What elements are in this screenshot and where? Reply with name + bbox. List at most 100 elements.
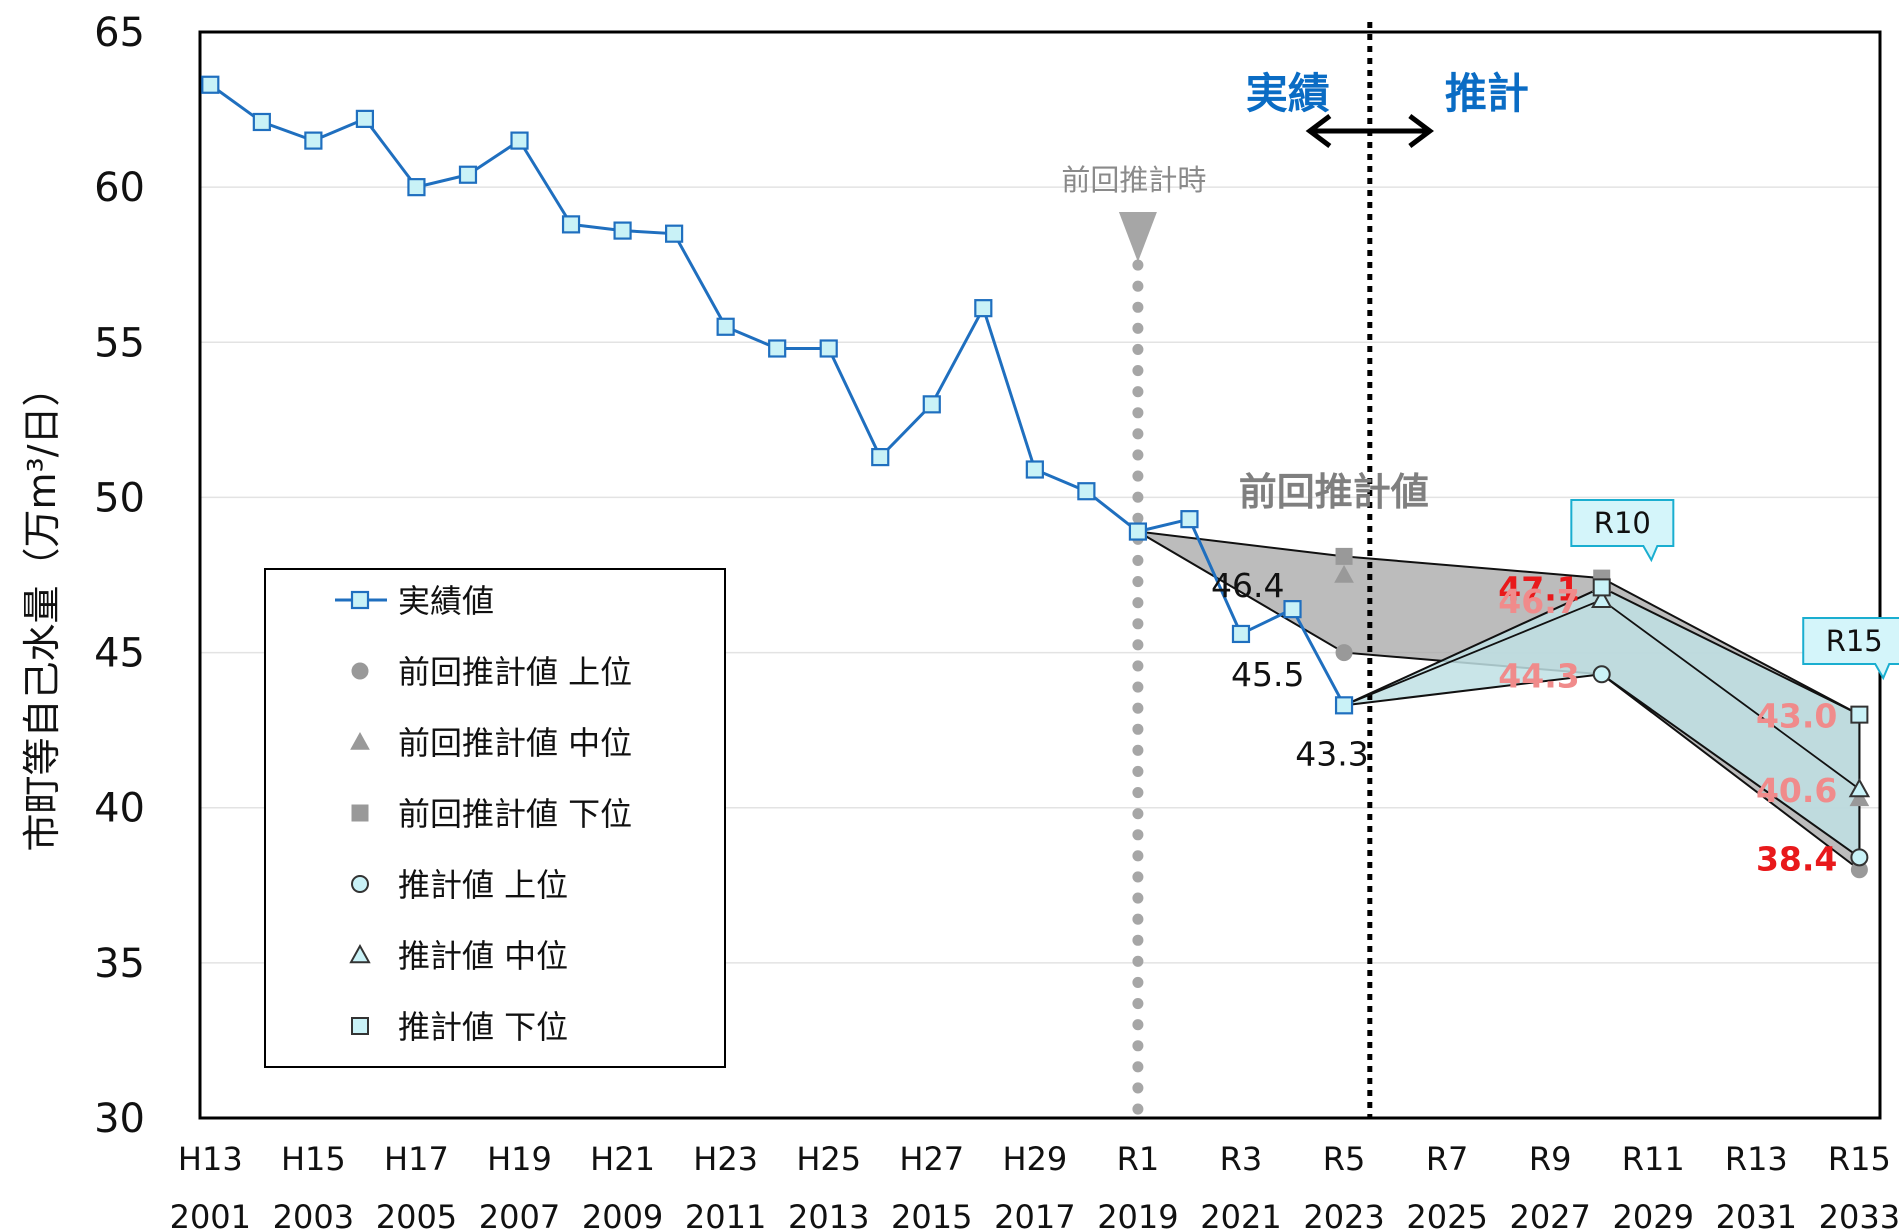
- point-s0-2013: [819, 339, 838, 358]
- callout-r10-box: [1570, 499, 1675, 563]
- point-s0-2006: [458, 165, 478, 184]
- point-s0-2005: [407, 178, 426, 197]
- value-label-1: 45.5: [1231, 655, 1304, 694]
- x-tick-label-R1: R1: [1117, 1140, 1160, 1178]
- point-s0-2012: [768, 339, 787, 358]
- x-tick-label-2017: 2017: [994, 1198, 1075, 1229]
- value-label-7: 40.6: [1756, 771, 1837, 810]
- x-tick-label-H25: H25: [796, 1140, 861, 1178]
- point-s4-2033: [1850, 848, 1869, 867]
- point-s0-2017: [1025, 460, 1044, 479]
- legend-box: [264, 568, 726, 1068]
- point-s0-2020: [1180, 510, 1199, 529]
- x-tick-label-2001: 2001: [170, 1198, 251, 1229]
- point-s0-2023: [1334, 696, 1354, 715]
- y-tick-label-55: 55: [94, 320, 145, 366]
- value-label-3: 47.1: [1498, 569, 1579, 608]
- y-tick-label-35: 35: [94, 941, 145, 987]
- point-s0-2008: [561, 215, 581, 234]
- x-tick-label-2031: 2031: [1716, 1198, 1797, 1229]
- x-tick-label-2003: 2003: [273, 1198, 354, 1229]
- value-label-2: 43.3: [1295, 734, 1368, 773]
- x-tick-label-H17: H17: [384, 1140, 449, 1178]
- legend-label-3: 前回推計値 下位: [398, 795, 632, 833]
- y-axis-label: 市町等自己水量（万m³/日）: [20, 368, 64, 851]
- x-tick-label-2009: 2009: [582, 1198, 663, 1229]
- x-tick-label-R3: R3: [1220, 1140, 1263, 1178]
- x-tick-label-H13: H13: [178, 1140, 243, 1178]
- value-label-4: 46.7: [1498, 582, 1579, 621]
- legend-label-6: 推計値 下位: [398, 1008, 568, 1046]
- previous-estimate-label: 前回推計値: [1239, 470, 1429, 514]
- double-arrow-left-head: [1305, 114, 1332, 148]
- value-label-0: 46.4: [1211, 566, 1284, 605]
- point-s2-2023: [1334, 564, 1354, 583]
- point-s2-2033: [1849, 788, 1870, 807]
- legend-marker-0: [350, 590, 370, 610]
- x-tick-label-2005: 2005: [376, 1198, 457, 1229]
- point-s0-2003: [304, 131, 323, 150]
- point-s0-2015: [922, 395, 941, 414]
- y-tick-label-65: 65: [94, 10, 145, 56]
- point-s0-2011: [716, 317, 735, 336]
- point-s0-2014: [871, 447, 890, 467]
- point-s0-2004: [355, 109, 375, 128]
- point-s6-2028: [1592, 578, 1611, 597]
- x-tick-label-R11: R11: [1622, 1140, 1685, 1178]
- point-s4-2028: [1592, 665, 1611, 684]
- point-s0-2001: [201, 75, 220, 94]
- legend-label-0: 実績値: [398, 582, 494, 620]
- value-labels: 46.4 45.5 43.3 47.146.7 44.3 43.0 40.6 38.4: [1211, 566, 1837, 878]
- legend-marker-3: [351, 804, 369, 822]
- legend-label-2: 前回推計値 中位: [398, 724, 632, 762]
- x-tick-label-R9: R9: [1529, 1140, 1572, 1178]
- value-label-5: 44.3: [1498, 656, 1579, 695]
- point-s0-2007: [510, 131, 529, 150]
- legend-marker-2: [350, 731, 370, 750]
- x-axis-ticks: H13 2001 H15 2003 H17 2005 H19 2007 H21 2009 H23 20…: [170, 1140, 1899, 1229]
- point-s3-2023: [1335, 547, 1353, 565]
- previous-estimate-time-marker: [1118, 212, 1157, 262]
- double-arrow-right-head: [1408, 114, 1434, 148]
- callout-r15-box: [1802, 617, 1899, 681]
- x-tick-label-2015: 2015: [891, 1198, 972, 1229]
- point-s0-2019: [1128, 522, 1148, 541]
- x-tick-label-2025: 2025: [1406, 1198, 1487, 1229]
- callout-r10-text: R10: [1594, 506, 1651, 540]
- value-label-8: 38.4: [1756, 839, 1837, 878]
- point-s1-2023: [1335, 644, 1353, 662]
- point-s0-2010: [665, 224, 684, 243]
- x-tick-label-2033: 2033: [1819, 1198, 1899, 1229]
- x-tick-label-H23: H23: [693, 1140, 758, 1178]
- point-s0-2022: [1283, 600, 1302, 619]
- previous-estimate-time-label: 前回推計時: [1061, 163, 1206, 197]
- plot-frame: [198, 30, 1882, 1120]
- x-tick-label-2023: 2023: [1303, 1198, 1384, 1229]
- point-s6-2033: [1850, 705, 1869, 724]
- y-tick-label-60: 60: [94, 165, 145, 211]
- point-s5-2028: [1591, 588, 1613, 609]
- point-s5-2033: [1848, 778, 1871, 798]
- x-tick-label-2021: 2021: [1200, 1198, 1281, 1229]
- x-tick-label-H15: H15: [281, 1140, 346, 1178]
- legend-label-4: 推計値 上位: [398, 866, 568, 904]
- legend-marker-4: [351, 875, 369, 893]
- point-s0-2021: [1231, 624, 1251, 644]
- y-tick-label-50: 50: [94, 475, 145, 521]
- point-s0-2018: [1077, 482, 1096, 501]
- actual-label: 実績: [1246, 69, 1330, 118]
- forecast-label: 推計: [1445, 69, 1529, 118]
- x-tick-label-2029: 2029: [1613, 1198, 1694, 1229]
- x-tick-label-H21: H21: [590, 1140, 655, 1178]
- x-tick-label-R7: R7: [1426, 1140, 1469, 1178]
- y-tick-label-45: 45: [94, 631, 145, 677]
- point-s0-2002: [252, 112, 271, 132]
- x-tick-label-H27: H27: [899, 1140, 964, 1178]
- legend-marker-5: [349, 943, 371, 964]
- x-tick-label-2011: 2011: [685, 1198, 766, 1229]
- legend-label-5: 推計値 中位: [398, 937, 568, 975]
- legend-label-1: 前回推計値 上位: [398, 653, 632, 691]
- series-layer: [201, 75, 1871, 879]
